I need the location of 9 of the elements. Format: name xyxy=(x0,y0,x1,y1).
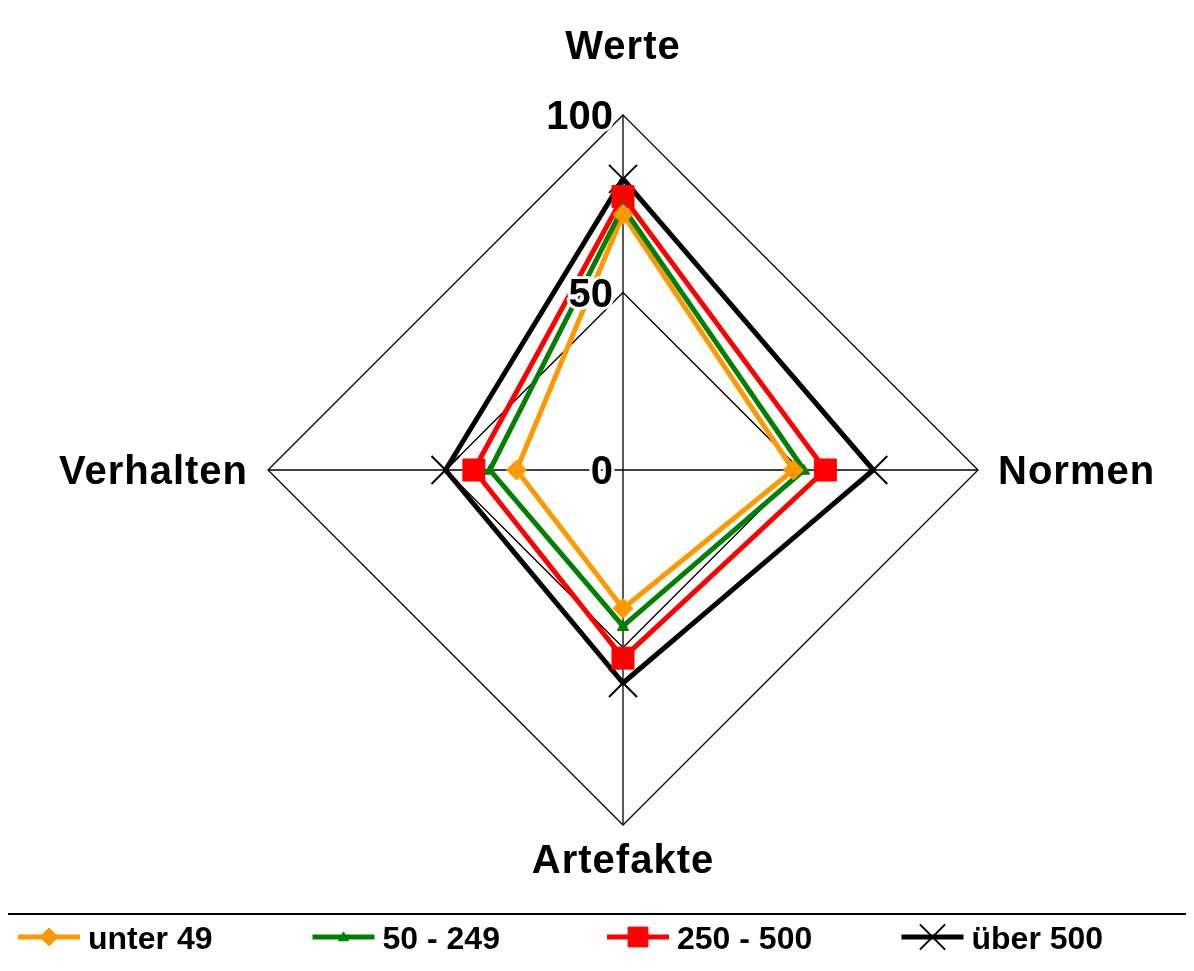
legend-label: über 500 xyxy=(971,920,1104,956)
legend-label: 50 - 249 xyxy=(382,920,500,956)
legend-label: unter 49 xyxy=(88,920,213,956)
spoke-label: Verhalten xyxy=(58,448,248,492)
y-tick-label: 100 xyxy=(546,93,613,137)
spoke-label: Artefakte xyxy=(531,837,715,881)
legend-label: 250 - 500 xyxy=(677,920,813,956)
spoke-label: Normen xyxy=(998,448,1156,492)
spoke-label: Werte xyxy=(565,23,681,67)
